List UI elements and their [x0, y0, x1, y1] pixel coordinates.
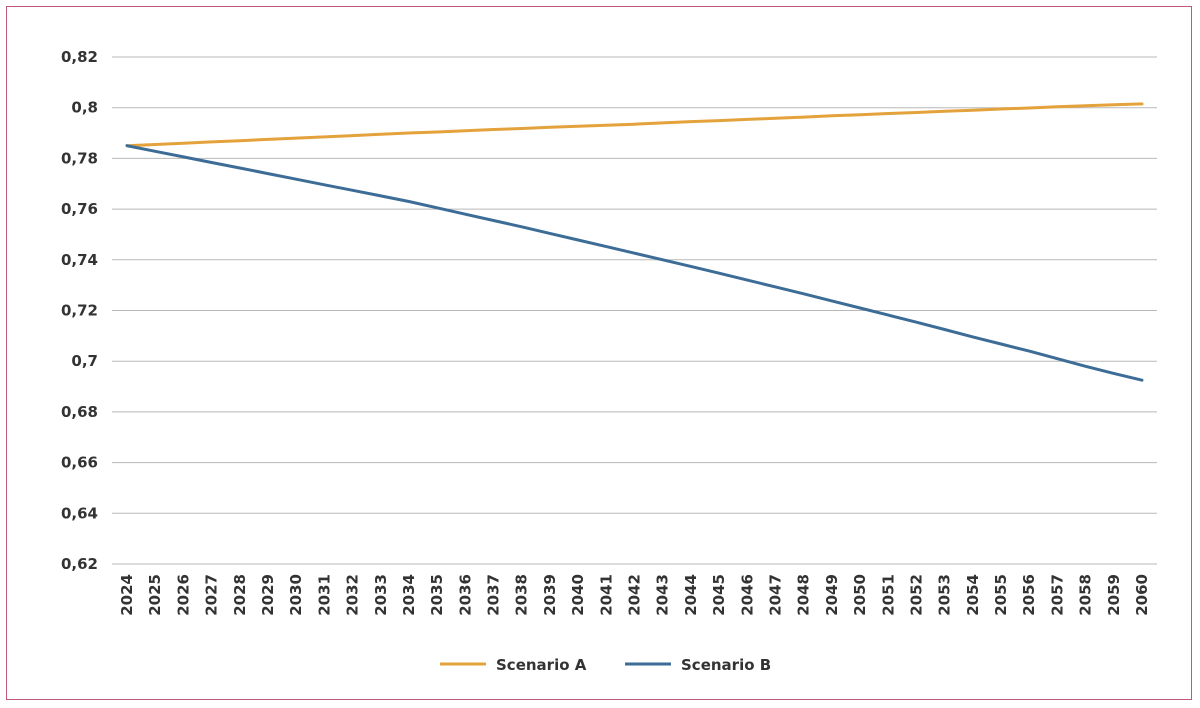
x-tick-label: 2045 [710, 574, 728, 616]
x-tick-label: 2046 [738, 574, 756, 616]
gridlines [112, 56, 1157, 565]
chart-frame [6, 6, 1192, 700]
x-tick-label: 2057 [1048, 574, 1066, 616]
x-tick-label: 2053 [936, 574, 954, 616]
x-axis-ticks: 2024 2025 2026 2027 2028 2029 2030 2031 2032 2033… [118, 574, 1151, 616]
y-tick-label: 0,62 [61, 555, 98, 573]
x-tick-label: 2024 [118, 574, 136, 616]
x-tick-label: 2040 [569, 574, 587, 616]
y-tick-label: 0,68 [61, 403, 98, 421]
x-tick-label: 2030 [287, 574, 305, 616]
x-tick-label: 2029 [259, 574, 277, 616]
x-tick-label: 2027 [203, 574, 221, 616]
x-tick-label: 2034 [400, 574, 418, 616]
x-tick-label: 2059 [1105, 574, 1123, 616]
series-line-scenario-a [125, 102, 1144, 148]
y-tick-label: 0,8 [71, 99, 98, 117]
x-tick-label: 2028 [231, 574, 249, 616]
y-tick-label: 0,78 [61, 149, 98, 167]
legend-label: Scenario B [681, 656, 771, 674]
legend-label: Scenario A [496, 656, 587, 674]
x-tick-label: 2036 [456, 574, 474, 616]
x-tick-label: 2038 [513, 574, 531, 616]
y-tick-label: 0,66 [61, 454, 98, 472]
x-tick-label: 2037 [485, 574, 503, 616]
x-tick-label: 2025 [146, 574, 164, 616]
y-tick-label: 0,7 [71, 352, 98, 370]
y-tick-label: 0,64 [61, 504, 98, 522]
x-tick-label: 2041 [597, 574, 615, 616]
x-tick-label: 2042 [626, 574, 644, 616]
x-tick-label: 2060 [1133, 574, 1151, 616]
x-tick-label: 2033 [372, 574, 390, 616]
x-tick-label: 2054 [964, 574, 982, 616]
x-tick-label: 2051 [879, 574, 897, 616]
x-tick-label: 2044 [682, 574, 700, 616]
x-tick-label: 2026 [174, 574, 192, 616]
series-lines [125, 102, 1144, 382]
y-tick-label: 0,82 [61, 48, 98, 66]
x-tick-label: 2035 [428, 574, 446, 616]
x-tick-label: 2058 [1077, 574, 1095, 616]
x-tick-label: 2039 [541, 574, 559, 616]
y-tick-label: 0,74 [61, 251, 98, 269]
y-axis-ticks: 0,62 0,64 0,66 0,68 0,7 0,72 0,74 0,76 0,78 0,8 0,… [61, 48, 98, 573]
x-tick-label: 2047 [766, 574, 784, 616]
x-tick-label: 2056 [1020, 574, 1038, 616]
x-tick-label: 2031 [315, 574, 333, 616]
x-tick-label: 2049 [823, 574, 841, 616]
x-tick-label: 2052 [907, 574, 925, 616]
x-tick-label: 2050 [851, 574, 869, 616]
y-tick-label: 0,72 [61, 302, 98, 320]
y-tick-label: 0,76 [61, 200, 98, 218]
x-tick-label: 2043 [654, 574, 672, 616]
x-tick-label: 2055 [992, 574, 1010, 616]
x-tick-label: 2048 [795, 574, 813, 616]
x-tick-label: 2032 [344, 574, 362, 616]
legend: Scenario A Scenario B [440, 656, 771, 674]
series-line-scenario-b [125, 144, 1144, 382]
